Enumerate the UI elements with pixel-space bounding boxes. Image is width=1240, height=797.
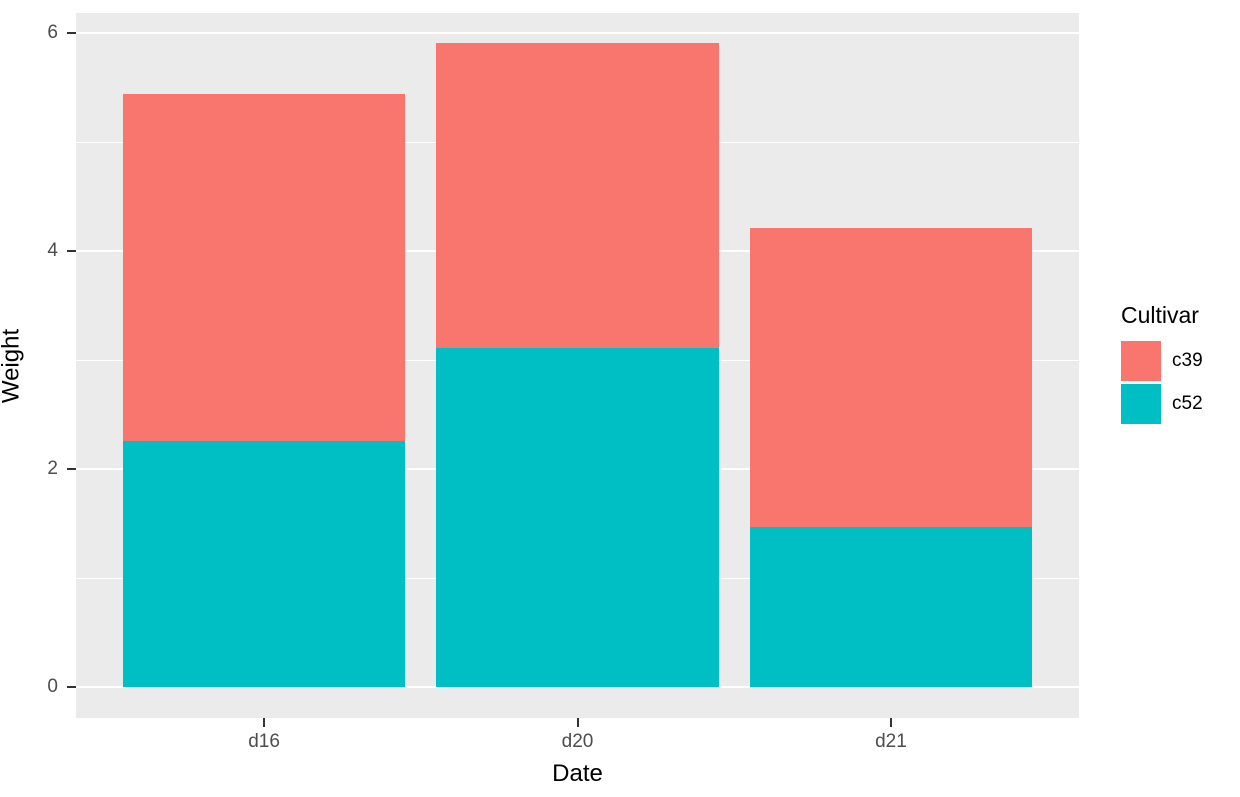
y-tick-mark bbox=[67, 32, 76, 34]
y-tick-mark bbox=[67, 468, 76, 470]
x-tick-label: d20 bbox=[561, 731, 594, 752]
bar-d21-c39 bbox=[749, 228, 1032, 527]
x-tick-mark bbox=[263, 718, 266, 727]
bar-d20-c52 bbox=[436, 348, 719, 687]
y-tick-label: 2 bbox=[47, 458, 58, 479]
legend-label-c52: c52 bbox=[1172, 393, 1203, 414]
x-tick-mark bbox=[576, 718, 579, 727]
x-tick-label: d16 bbox=[248, 731, 280, 752]
bar-d20-c39 bbox=[436, 42, 719, 348]
legend-label-c39: c39 bbox=[1172, 350, 1203, 371]
legend-item-c39: c39 bbox=[1121, 341, 1203, 381]
y-tick-label: 0 bbox=[47, 676, 58, 697]
gridline-major-y0 bbox=[76, 686, 1079, 688]
x-tick-mark bbox=[889, 718, 892, 727]
x-axis-title: Date bbox=[552, 760, 603, 787]
legend-swatch-c39 bbox=[1121, 341, 1161, 381]
bar-d21-c52 bbox=[749, 526, 1032, 687]
legend-swatch-c52 bbox=[1121, 384, 1161, 424]
y-tick-label: 6 bbox=[47, 22, 58, 43]
y-axis-title: Weight bbox=[0, 328, 25, 404]
legend-title: Cultivar bbox=[1121, 302, 1199, 328]
bar-d16-c52 bbox=[123, 440, 406, 687]
y-tick-label: 4 bbox=[47, 240, 58, 261]
bar-d16-c39 bbox=[123, 94, 406, 441]
y-tick-mark bbox=[67, 250, 76, 252]
gridline-major-y6 bbox=[76, 32, 1079, 34]
legend-item-c52: c52 bbox=[1121, 384, 1203, 424]
x-tick-label: d21 bbox=[875, 731, 907, 752]
y-tick-mark bbox=[67, 686, 76, 688]
legend: Cultivar c39 c52 bbox=[1121, 301, 1203, 427]
